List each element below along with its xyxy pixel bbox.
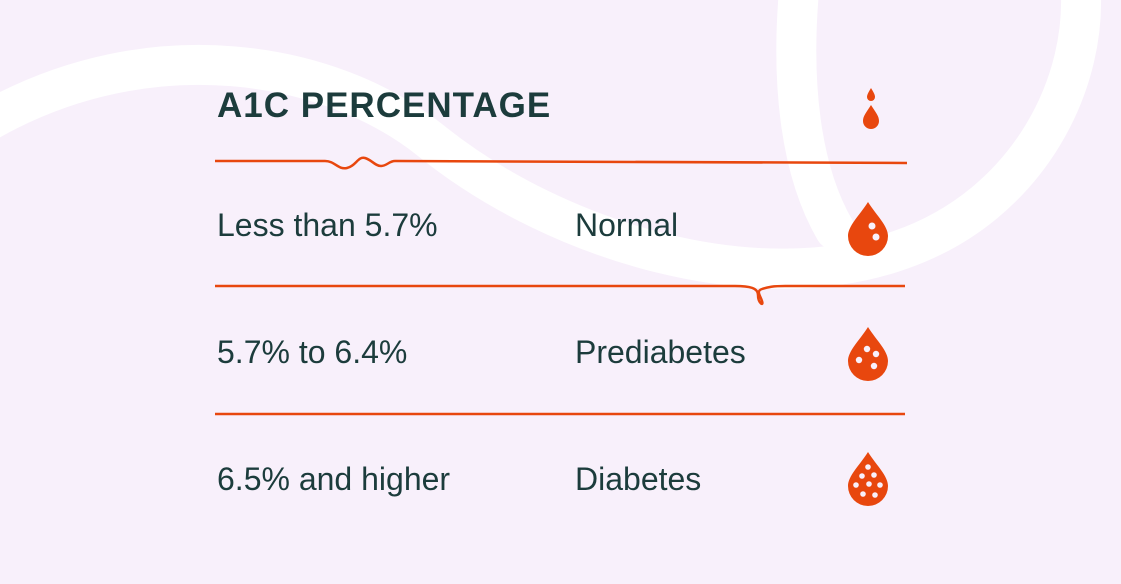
a1c-range: Less than 5.7% [217,207,438,243]
diagnosis-category: Diabetes [575,461,702,497]
table-title: A1C PERCENTAGE [217,86,552,125]
a1c-range: 5.7% to 6.4% [217,334,408,370]
divider-line [215,284,905,306]
a1c-range: 6.5% and higher [217,461,451,497]
diagnosis-category: Normal [575,207,679,243]
diagnosis-category: Prediabetes [575,334,746,370]
divider-line [215,412,905,416]
blood-drop-icon [848,202,888,256]
drops-icon [863,88,879,129]
blood-drop-icon [848,327,888,381]
blood-drop-icon [848,452,888,506]
divider-line [215,156,908,170]
